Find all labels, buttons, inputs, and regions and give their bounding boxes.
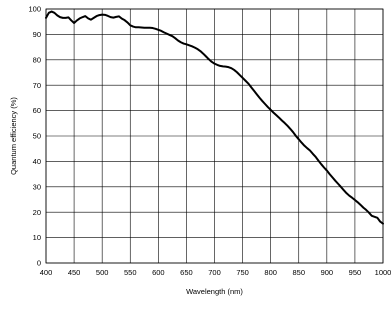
x-tick-label: 400 <box>40 268 53 277</box>
x-tick-label: 800 <box>264 268 277 277</box>
x-tick-label: 500 <box>96 268 109 277</box>
y-tick-label: 10 <box>33 233 41 242</box>
tick-labels: 400 450 500 550 600 650 700 750 800 850 900 950 1000… <box>28 5 391 277</box>
x-tick-label: 450 <box>68 268 81 277</box>
x-tick-label: 900 <box>321 268 334 277</box>
y-tick-label: 70 <box>33 81 41 90</box>
y-tick-label: 30 <box>33 182 41 191</box>
x-tick-label: 850 <box>292 268 305 277</box>
plot-frame <box>45 8 384 264</box>
x-tick-label: 700 <box>208 268 221 277</box>
x-tick-label: 950 <box>349 268 362 277</box>
y-tick-label: 90 <box>33 30 41 39</box>
x-tick-label: 1000 <box>375 268 392 277</box>
x-tick-label: 650 <box>180 268 193 277</box>
gridlines <box>45 8 384 264</box>
y-tick-label: 20 <box>33 208 41 217</box>
x-tick-label: 600 <box>152 268 165 277</box>
y-tick-label: 100 <box>28 5 41 14</box>
x-tick-label: 750 <box>236 268 249 277</box>
y-tick-label: 50 <box>33 132 41 141</box>
x-axis-title: Wavelength (nm) <box>186 287 243 296</box>
series-line <box>45 10 384 225</box>
y-tick-label: 0 <box>37 259 41 268</box>
y-axis-title: Quantum efficiency (%) <box>9 97 18 175</box>
y-tick-label: 80 <box>33 55 41 64</box>
y-tick-label: 40 <box>33 157 41 166</box>
x-tick-label: 550 <box>124 268 137 277</box>
y-tick-label: 60 <box>33 106 41 115</box>
